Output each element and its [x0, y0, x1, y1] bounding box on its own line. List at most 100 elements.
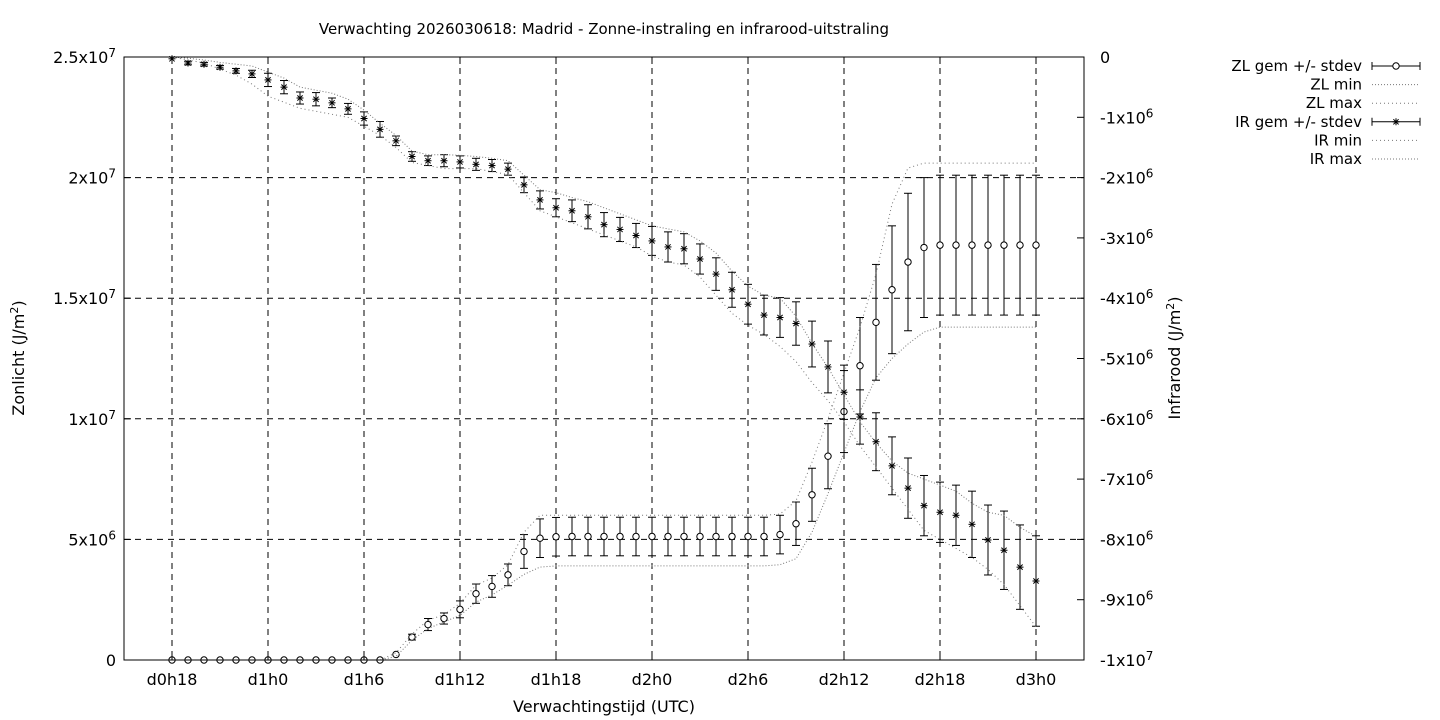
y-right-tick-label: -3x106 — [1100, 227, 1153, 248]
data-point-star — [1392, 118, 1400, 126]
data-point-circle — [728, 532, 736, 541]
legend-label: ZL min — [1310, 76, 1362, 94]
data-point-circle — [744, 532, 752, 541]
series-ir-gem-stdev — [168, 55, 1040, 627]
data-point-star — [184, 59, 192, 67]
data-point-star — [616, 225, 624, 233]
y-right-tick-label: -5x106 — [1100, 348, 1153, 369]
data-point-star — [376, 125, 384, 133]
data-point-circle — [1016, 241, 1024, 249]
data-point-star — [968, 520, 976, 528]
data-point-star — [264, 76, 272, 84]
legend-item: ZL gem +/- stdev — [1231, 57, 1421, 75]
data-point-circle — [584, 532, 592, 541]
y-right-tick-label: -6x106 — [1100, 408, 1153, 429]
series-zl-gem-stdev — [168, 174, 1040, 664]
y-axis-right-title-sup: 2 — [1164, 303, 1177, 310]
data-point-star — [456, 158, 464, 166]
data-point-star — [744, 300, 752, 308]
data-point-star — [1032, 577, 1040, 585]
data-point-star — [488, 162, 496, 170]
data-point-circle — [664, 532, 672, 541]
y-right-tick-label: -9x106 — [1100, 589, 1153, 610]
x-tick-label: d3h0 — [1016, 670, 1057, 689]
data-point-circle — [680, 532, 688, 541]
legend-item: IR max — [1310, 150, 1420, 168]
data-point-star — [984, 536, 992, 544]
data-point-circle — [776, 530, 784, 539]
data-point-circle — [536, 534, 544, 542]
data-point-star — [600, 221, 608, 229]
y-left-tick-label: 2x107 — [68, 167, 116, 188]
y-left-tick-label: 1x107 — [68, 408, 116, 429]
data-point-star — [552, 204, 560, 212]
data-point-star — [472, 160, 480, 168]
y-axis-left-title: Zonlicht (J/m2) — [8, 300, 28, 415]
x-tick-label: d2h18 — [915, 670, 966, 689]
x-tick-label: d1h12 — [435, 670, 486, 689]
data-point-circle — [792, 520, 800, 528]
data-point-star — [856, 413, 864, 421]
data-point-star — [408, 152, 416, 160]
data-point-circle — [424, 620, 432, 629]
data-point-star — [808, 340, 816, 348]
data-point-circle — [1032, 241, 1040, 249]
data-point-star — [632, 231, 640, 239]
data-point-circle — [824, 452, 832, 460]
data-point-star — [920, 502, 928, 510]
legend-item: IR min — [1314, 131, 1420, 149]
data-point-circle — [856, 362, 864, 370]
legend-item: IR gem +/- stdev — [1235, 113, 1421, 131]
data-point-star — [936, 508, 944, 516]
legend-label: IR gem +/- stdev — [1235, 113, 1362, 131]
data-point-star — [680, 245, 688, 253]
y-axis-right-title-close: ) — [1165, 296, 1184, 302]
y-right-tick-label: -7x106 — [1100, 468, 1153, 489]
legend-item: ZL min — [1310, 76, 1420, 94]
y-axis-left-title-text: Zonlicht (J/m — [9, 314, 28, 416]
data-point-circle — [696, 532, 704, 541]
y-right-tick-label: -2x106 — [1100, 167, 1153, 188]
data-point-circle — [952, 241, 960, 249]
data-point-circle — [712, 532, 720, 541]
data-point-star — [664, 243, 672, 251]
x-axis: d0h18 d1h0 d1h6 d1h12 d1h18 d2h0 d2h6 d2h12 d2h1… — [147, 57, 1057, 689]
x-tick-label: d2h6 — [728, 670, 769, 689]
y-axis-right-title: Infrarood (J/m2) — [1164, 296, 1184, 419]
legend-item: ZL max — [1306, 94, 1420, 112]
legend-label: ZL max — [1306, 94, 1362, 112]
y-left-tick-label: 1.5x107 — [53, 287, 116, 308]
data-point-star — [1016, 563, 1024, 571]
data-point-star — [584, 213, 592, 221]
data-point-circle — [456, 605, 464, 614]
y-axis-left: 0 5x106 1x107 1.5x107 2x107 2.5x107 — [53, 46, 131, 670]
x-tick-label: d1h6 — [344, 670, 385, 689]
y-axis-right-title-text: Infrarood (J/m — [1165, 310, 1184, 420]
data-point-star — [648, 237, 656, 245]
data-point-circle — [808, 491, 816, 499]
legend-swatch — [1371, 117, 1421, 126]
series-ir-min — [171, 56, 1037, 628]
data-point-circle — [1000, 241, 1008, 249]
legend-label: IR min — [1314, 131, 1362, 149]
data-point-circle — [440, 614, 448, 623]
data-point-star — [248, 70, 256, 78]
data-point-star — [872, 438, 880, 446]
data-point-star — [280, 83, 288, 91]
data-point-circle — [904, 258, 912, 266]
data-point-star — [296, 94, 304, 102]
data-point-circle — [568, 532, 576, 541]
data-point-star — [520, 181, 528, 189]
data-point-star — [440, 157, 448, 165]
data-point-star — [1000, 546, 1008, 554]
y-right-tick-label: -8x106 — [1100, 528, 1153, 549]
y-right-tick-label: 0 — [1100, 48, 1110, 67]
data-point-star — [904, 484, 912, 492]
data-point-circle — [392, 650, 400, 659]
data-point-star — [712, 270, 720, 278]
data-point-star — [952, 511, 960, 519]
data-point-circle — [760, 532, 768, 541]
